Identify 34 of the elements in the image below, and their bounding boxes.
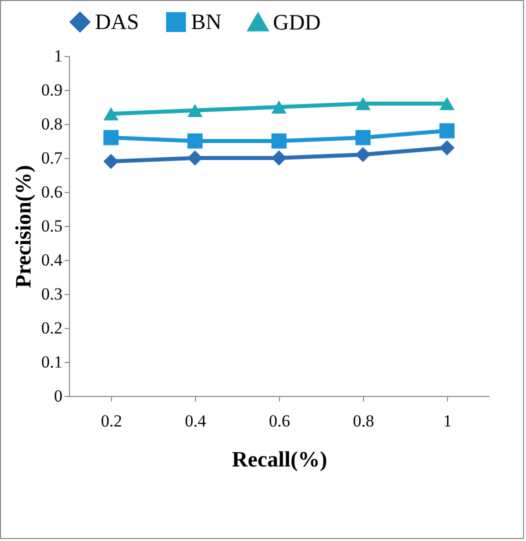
- y-tick-label: 0.7: [41, 148, 63, 168]
- y-tick-label: 0.3: [41, 284, 62, 304]
- y-tick-label: 0.2: [41, 318, 62, 338]
- point: [271, 133, 287, 149]
- point: [439, 123, 455, 138]
- point: [187, 133, 203, 149]
- x-tick-label: 0.8: [352, 412, 374, 430]
- point: [103, 154, 119, 169]
- y-tick-label: 0.9: [41, 80, 62, 100]
- point: [355, 97, 371, 110]
- legend-label: BN: [191, 9, 222, 34]
- legend-label: DAS: [95, 9, 140, 34]
- point: [439, 97, 455, 110]
- point: [187, 104, 203, 117]
- y-tick-label: 1: [54, 46, 62, 66]
- legend-label: GDD: [273, 10, 321, 35]
- point: [103, 130, 119, 146]
- y-axis-title: Precision(%): [10, 164, 36, 288]
- y-tick-label: 0.1: [41, 352, 62, 372]
- point: [355, 147, 371, 162]
- x-tick-label: 0.4: [184, 412, 207, 430]
- x-tick-label: 0.2: [100, 412, 122, 430]
- y-tick-label: 0.8: [41, 114, 62, 134]
- y-tick-label: 0: [54, 386, 62, 406]
- y-tick-label: 0.5: [41, 216, 62, 236]
- x-tick-label: 0.6: [268, 412, 290, 430]
- y-tick-label: 0.4: [41, 250, 63, 270]
- point: [103, 107, 119, 120]
- point: [271, 100, 287, 114]
- x-axis-title: Recall(%): [232, 446, 328, 472]
- point: [355, 130, 371, 146]
- y-tick-label: 0.6: [41, 182, 62, 202]
- point: [439, 140, 455, 156]
- x-tick-label: 1: [443, 412, 452, 430]
